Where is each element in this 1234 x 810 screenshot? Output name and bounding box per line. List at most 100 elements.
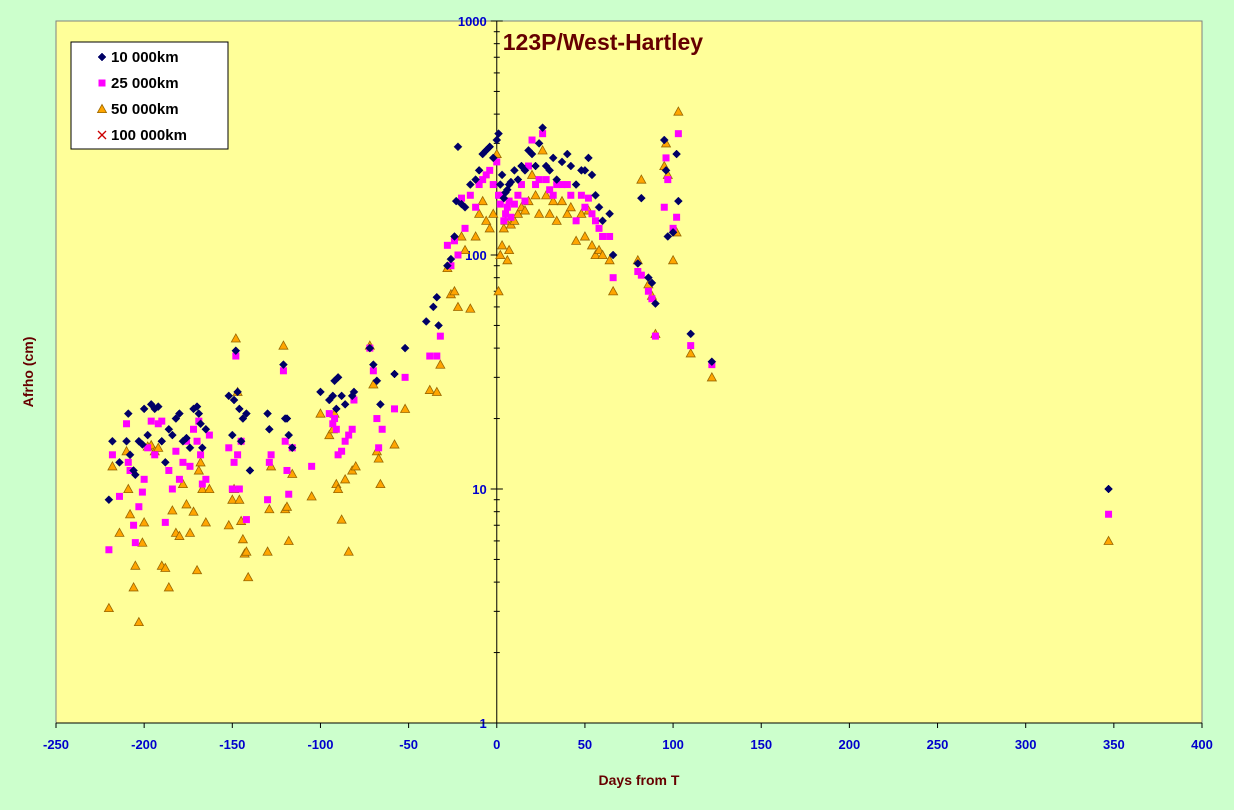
data-point [446, 254, 456, 264]
data-point [194, 409, 204, 418]
data-point [378, 425, 386, 433]
y-tick-label: 10 [472, 482, 486, 497]
data-point [202, 475, 210, 483]
data-point [552, 175, 562, 184]
data-point [168, 485, 176, 493]
data-point [452, 301, 464, 311]
data-point [449, 285, 460, 296]
data-point [481, 215, 492, 225]
data-point [530, 189, 541, 200]
data-point [644, 273, 653, 283]
data-point [365, 343, 375, 353]
data-point [542, 176, 550, 184]
data-point [369, 360, 378, 369]
data-point [661, 166, 671, 175]
x-tick-label: 200 [839, 737, 861, 752]
data-point [548, 195, 559, 206]
data-point [230, 458, 238, 466]
data-point [466, 191, 474, 199]
data-point [495, 249, 506, 260]
data-point [225, 444, 233, 452]
data-point [500, 217, 508, 225]
x-axis-ticks: -250 -200 -150 -100 -50 0 50 100 150 200 250 300 350… [43, 723, 1213, 752]
data-point [633, 259, 643, 268]
data-point [188, 506, 199, 516]
data-point [281, 437, 289, 445]
data-point [349, 387, 359, 397]
data-point [230, 333, 242, 343]
data-point [390, 369, 399, 379]
data-point [450, 232, 459, 241]
data-point [597, 249, 608, 260]
data-point [607, 285, 619, 296]
data-point [517, 181, 525, 189]
data-point [539, 130, 547, 138]
data-point [331, 415, 339, 423]
data-point [205, 431, 213, 439]
data-point [235, 485, 243, 493]
data-point [171, 414, 181, 423]
data-point [519, 205, 531, 215]
data-point [140, 475, 148, 483]
x-tick-label: 50 [578, 737, 592, 752]
data-point [279, 360, 288, 369]
data-point [281, 501, 293, 511]
data-point [493, 158, 501, 166]
data-point [535, 176, 543, 184]
data-point [432, 292, 442, 302]
data-point [545, 166, 555, 175]
data-point [229, 395, 239, 405]
data-point [153, 402, 163, 411]
data-point [566, 161, 576, 171]
data-point [197, 451, 205, 459]
data-point [154, 420, 162, 428]
data-point [473, 208, 485, 218]
data-point [428, 302, 438, 312]
data-point [130, 521, 138, 529]
data-point [588, 210, 596, 218]
data-point [161, 518, 169, 526]
data-point [147, 417, 155, 425]
data-point [285, 490, 293, 498]
data-point [567, 191, 575, 199]
x-tick-label: -250 [43, 737, 69, 752]
data-point [325, 410, 333, 418]
data-point [139, 404, 149, 414]
data-point [114, 527, 125, 537]
data-point [315, 408, 326, 418]
data-point [608, 250, 618, 260]
data-point [498, 191, 506, 199]
data-point [369, 367, 377, 375]
data-point [324, 429, 335, 440]
data-point [197, 483, 208, 494]
data-point [512, 208, 524, 218]
x-tick-label: -150 [219, 737, 245, 752]
data-point [130, 470, 140, 480]
x-tick-label: -200 [131, 737, 157, 752]
data-point [510, 200, 518, 208]
data-point [336, 514, 347, 524]
data-point [153, 442, 164, 452]
plot-area [55, 20, 1203, 724]
data-point [143, 430, 153, 440]
data-point [474, 166, 484, 175]
data-point [391, 405, 399, 413]
data-point [424, 384, 435, 394]
data-point [124, 508, 136, 519]
data-point [238, 414, 248, 423]
data-point [267, 451, 275, 459]
legend-marker [97, 130, 107, 140]
data-point [598, 216, 607, 226]
data-point [167, 505, 178, 515]
data-point [443, 241, 451, 249]
data-point [284, 430, 294, 440]
data-point [242, 516, 250, 524]
data-point [587, 170, 597, 180]
data-point [637, 271, 645, 279]
data-point [186, 462, 194, 470]
data-point [572, 217, 580, 225]
data-point [192, 402, 202, 411]
data-point [513, 175, 523, 184]
data-point [667, 254, 679, 265]
data-point [333, 373, 343, 382]
